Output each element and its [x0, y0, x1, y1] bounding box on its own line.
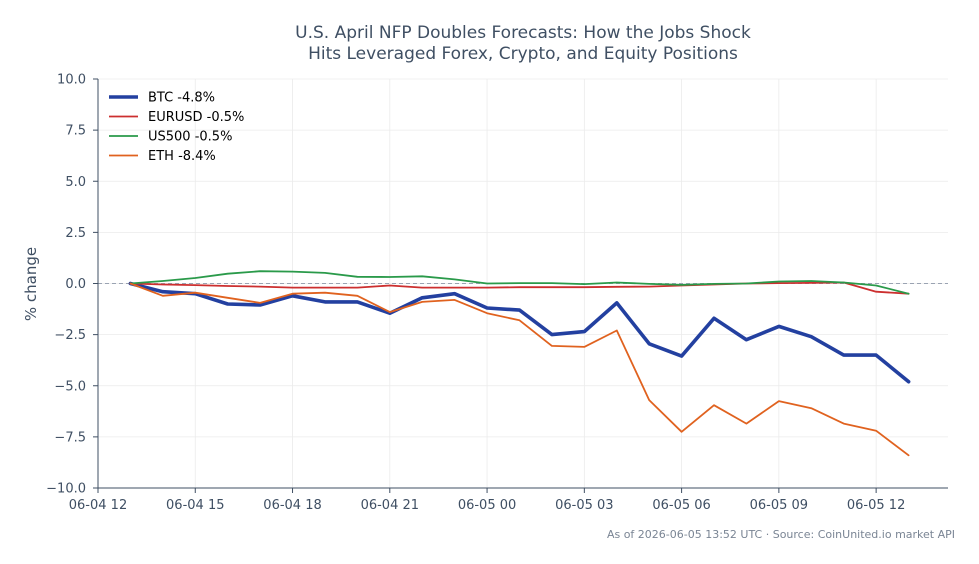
legend-label-3: ETH -8.4% [148, 149, 216, 164]
series-line-1 [129, 281, 910, 295]
y-tick-label: 0.0 [65, 277, 86, 292]
series-line-3 [129, 282, 910, 457]
legend-label-0: BTC -4.8% [148, 91, 215, 106]
series-lines [128, 270, 911, 457]
chart-title-line-1: U.S. April NFP Doubles Forecasts: How th… [295, 23, 751, 43]
y-tick-label: −7.5 [54, 430, 86, 445]
legend-label-1: EURUSD -0.5% [148, 110, 244, 125]
y-tick-label: 7.5 [65, 124, 86, 139]
legend-label-2: US500 -0.5% [148, 130, 232, 145]
x-tick-label: 06-05 06 [652, 498, 710, 513]
x-tick-label: 06-04 12 [69, 498, 127, 513]
x-tick-label: 06-05 09 [750, 498, 808, 513]
x-tick-label: 06-04 21 [361, 498, 419, 513]
source-footnote: As of 2026-06-05 13:52 UTC · Source: Coi… [607, 528, 955, 541]
series-line-2 [129, 270, 910, 295]
y-tick-label: 10.0 [57, 73, 86, 88]
x-tick-label: 06-05 00 [458, 498, 516, 513]
chart-title-line-2: Hits Leveraged Forex, Crypto, and Equity… [308, 44, 738, 64]
x-tick-label: 06-04 15 [166, 498, 224, 513]
legend: BTC -4.8% EURUSD -0.5% US500 -0.5% ETH -8.4… [109, 91, 244, 164]
x-tick-label: 06-05 03 [555, 498, 613, 513]
y-axis-ticks: 10.0 7.5 5.0 2.5 0.0 −2.5 −5.0 −7.5 −10.0 [46, 73, 98, 497]
y-tick-label: 2.5 [65, 226, 86, 241]
x-axis-ticks: 06-04 12 06-04 15 06-04 18 06-04 21 06-05 00… [69, 488, 905, 513]
x-tick-label: 06-05 12 [847, 498, 905, 513]
y-tick-label: −10.0 [46, 482, 86, 497]
y-axis-label: % change [22, 247, 40, 321]
y-tick-label: −5.0 [54, 379, 86, 394]
y-tick-label: −2.5 [54, 328, 86, 343]
chart-title: U.S. April NFP Doubles Forecasts: How th… [295, 23, 751, 64]
y-tick-label: 5.0 [65, 175, 86, 190]
series-line-0 [128, 281, 911, 384]
x-tick-label: 06-04 18 [263, 498, 321, 513]
